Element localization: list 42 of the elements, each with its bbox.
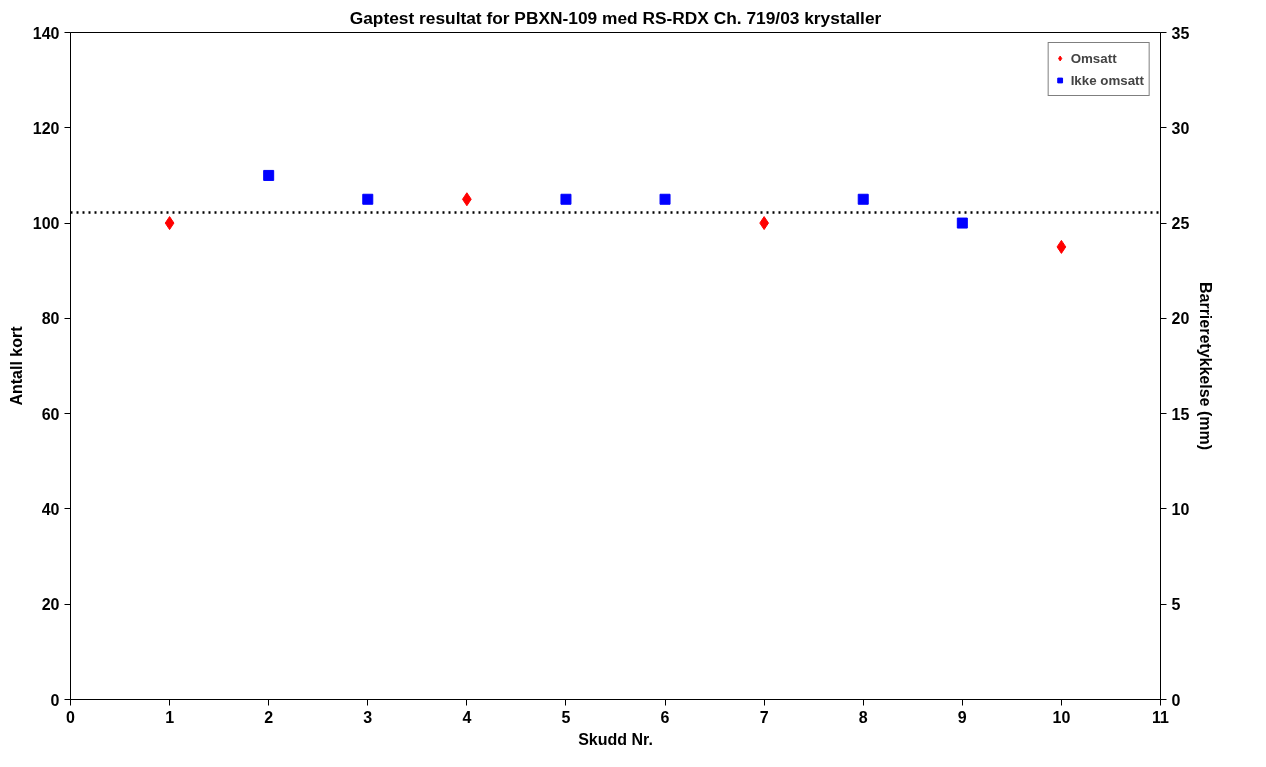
y2-tick-label: 15	[1171, 405, 1190, 423]
x-tick-label: 4	[462, 708, 472, 726]
point	[1056, 239, 1067, 254]
y2-tick-label: 25	[1171, 215, 1190, 233]
y2-tick-label: 0	[1171, 691, 1181, 709]
point	[362, 193, 374, 205]
legend-label: Omsatt	[1070, 50, 1117, 66]
point	[659, 193, 671, 205]
x-tick-label: 0	[66, 708, 76, 726]
y-tick-label: 120	[32, 119, 60, 137]
y2-tick-label: 30	[1171, 119, 1190, 137]
x-tick-label: 6	[660, 708, 670, 726]
x-tick-label: 1	[165, 708, 175, 726]
x-tick-label: 11	[1152, 708, 1170, 726]
point	[560, 193, 572, 205]
x-tick-label: 9	[957, 708, 967, 726]
x-tick-label: 5	[561, 708, 571, 726]
point	[956, 217, 968, 229]
y-tick-label: 40	[41, 500, 60, 518]
x-tick-label: 3	[363, 708, 373, 726]
point	[164, 216, 175, 231]
y2-tick-label: 20	[1171, 310, 1190, 328]
point	[857, 193, 869, 205]
y2-tick-label: 5	[1171, 596, 1181, 614]
x-tick-label: 2	[264, 708, 274, 726]
x-tick-label: 7	[759, 708, 769, 726]
point	[263, 169, 275, 181]
legend-label: Ikke omsatt	[1070, 72, 1144, 88]
y-tick-label: 100	[32, 215, 60, 233]
y-axis-title: Antall kort	[7, 325, 25, 406]
x-tick-label: 10	[1052, 708, 1071, 726]
x-tick-label: 8	[858, 708, 868, 726]
y-tick-label: 140	[32, 24, 60, 42]
y-tick-label: 80	[41, 310, 60, 328]
y-tick-label: 20	[41, 596, 60, 614]
y2-tick-label: 35	[1171, 24, 1190, 42]
y2-axis-title: Barrieretykkelse (mm)	[1197, 281, 1215, 451]
x-axis-title: Skudd Nr.	[578, 730, 653, 748]
y-tick-label: 0	[50, 691, 60, 709]
y2-tick-label: 10	[1171, 500, 1190, 518]
chart-title: Gaptest resultat for PBXN-109 med RS-RDX Ch. 719/03 krystaller	[349, 7, 882, 28]
y-tick-label: 60	[41, 405, 60, 423]
